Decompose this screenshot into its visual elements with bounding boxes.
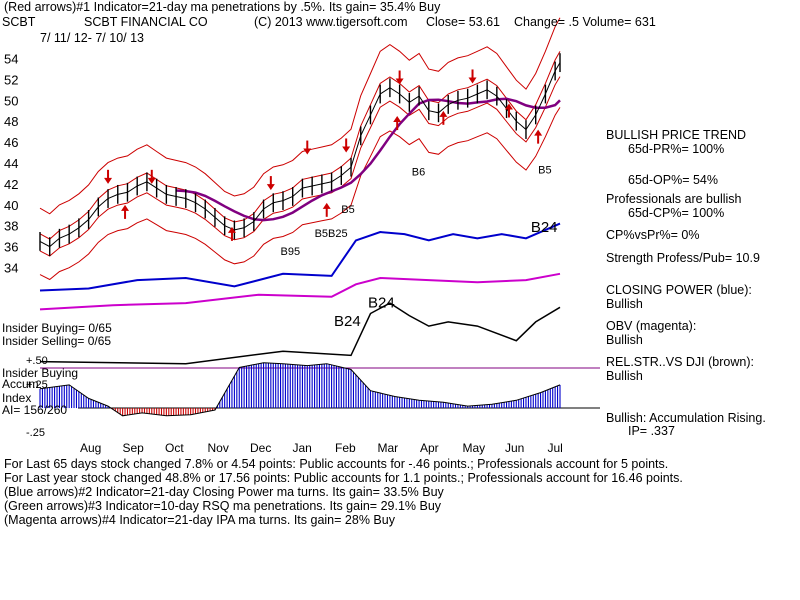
x-tick-label: Mar [378, 441, 399, 455]
close-price: Close= 53.61 [426, 15, 501, 29]
copyright: (C) 2013 www.tigersoft.com [254, 15, 408, 29]
sell-arrow-head [468, 77, 477, 84]
lower-band-line [39, 107, 561, 281]
signal-label: B5B25 [315, 228, 348, 240]
pr-percent: 65d-PR%= 100% [628, 142, 725, 156]
accum-tick-label: +.25 [26, 379, 48, 391]
index-label: Index [2, 391, 32, 405]
x-tick-label: Nov [208, 441, 229, 455]
sell-arrow-head [395, 78, 404, 85]
relstr-line [39, 302, 561, 365]
upper-band-line [39, 17, 561, 215]
y-tick-label: 46 [4, 135, 18, 150]
relstr-status: Bullish [606, 369, 643, 383]
accum-line [39, 362, 561, 417]
closing-power-line [39, 222, 561, 292]
closing-power-status: Bullish [606, 297, 643, 311]
accum-tick-label: +.50 [26, 355, 48, 367]
buy-arrow-head [534, 129, 543, 136]
buy-arrow-head [121, 204, 130, 211]
price-line [39, 62, 561, 248]
ip-value: IP= .337 [628, 424, 675, 438]
trend-label: BULLISH PRICE TREND [606, 128, 747, 142]
footer-year: For Last year stock changed 48.8% or 17.… [4, 471, 683, 485]
company-name: SCBT FINANCIAL CO [84, 15, 208, 29]
y-tick-label: 38 [4, 219, 18, 234]
sell-arrow-head [266, 184, 275, 191]
cp-percent: 65d-CP%= 100% [628, 206, 725, 220]
cp-vs-pr: CP%vsPr%= 0% [606, 228, 700, 242]
obv-line [39, 272, 561, 311]
x-tick-label: Oct [165, 441, 184, 455]
accum-tick-label: -.25 [26, 427, 45, 439]
x-tick-label: Feb [335, 441, 356, 455]
footer-65day: For Last 65 days stock changed 7.8% or 4… [4, 457, 669, 471]
ticker: SCBT [2, 15, 36, 29]
sell-arrow-head [104, 177, 113, 184]
relstr-label: REL.STR..VS DJI (brown): [606, 355, 754, 369]
accum-status: Bullish: Accumulation Rising. [606, 411, 766, 425]
x-tick-label: Jan [293, 441, 312, 455]
buy-arrow-head [322, 202, 331, 209]
indicator-4-line: (Magenta arrows)#4 Indicator=21-day IPA … [4, 513, 395, 527]
moving-average-line [176, 97, 561, 222]
indicator-3-line: (Green arrows)#3 Indicator=10-day RSQ ma… [4, 499, 442, 513]
closing-power-label: CLOSING POWER (blue): [606, 283, 752, 297]
indicator-2-line: (Blue arrows)#2 Indicator=21-day Closing… [4, 485, 444, 499]
y-tick-label: 52 [4, 72, 18, 87]
op-percent: 65d-OP%= 54% [628, 173, 718, 187]
x-tick-label: Dec [250, 441, 271, 455]
buy-arrow-head [439, 110, 448, 117]
signal-label: B5 [341, 204, 354, 216]
y-tick-label: 48 [4, 114, 18, 129]
signal-label: B24 [368, 294, 395, 311]
y-tick-label: 42 [4, 177, 18, 192]
signal-label: B95 [281, 246, 301, 258]
obv-label: OBV (magenta): [606, 319, 697, 333]
signal-label: B24 [531, 219, 558, 236]
x-tick-label: Aug [80, 441, 101, 455]
x-tick-label: Jul [548, 441, 563, 455]
inner-upper-band-line [39, 51, 561, 240]
y-tick-label: 44 [4, 156, 18, 171]
buy-arrow-head [227, 226, 236, 233]
signal-label: B24 [334, 313, 361, 330]
insider-buying-line-label: Insider Buying [2, 366, 79, 380]
change-volume: Change= .5 Volume= 631 [514, 15, 656, 29]
y-tick-label: 36 [4, 240, 18, 255]
accum-label: Accum [2, 377, 39, 391]
signal-label: B6 [412, 167, 425, 179]
inner-lower-band-line [39, 76, 561, 257]
insider-selling-count: Insider Selling= 0/65 [2, 334, 112, 348]
y-tick-label: 34 [4, 261, 18, 276]
x-tick-label: Apr [420, 441, 439, 455]
y-tick-label: 40 [4, 198, 18, 213]
x-tick-label: Jun [505, 441, 524, 455]
sell-arrow-head [342, 146, 351, 153]
sell-arrow-head [147, 177, 156, 184]
x-tick-label: May [463, 441, 486, 455]
buy-arrow-head [504, 103, 513, 110]
date-range: 7/ 11/ 12- 7/ 10/ 13 [40, 31, 145, 45]
obv-status: Bullish [606, 333, 643, 347]
ai-ratio: AI= 156/260 [2, 403, 68, 417]
x-tick-label: Sep [123, 441, 145, 455]
professionals-label: Professionals are bullish [606, 192, 742, 206]
indicator-1-line: (Red arrows)#1 Indicator=21-day ma penet… [4, 0, 441, 14]
signal-label: B5 [538, 164, 551, 176]
y-tick-label: 54 [4, 51, 18, 66]
y-tick-label: 50 [4, 93, 18, 108]
insider-buying-count: Insider Buying= 0/65 [2, 321, 112, 335]
strength-ratio: Strength Profess/Pub= 10.9 [606, 251, 760, 265]
buy-arrow-head [393, 116, 402, 123]
sell-arrow-head [303, 148, 312, 155]
